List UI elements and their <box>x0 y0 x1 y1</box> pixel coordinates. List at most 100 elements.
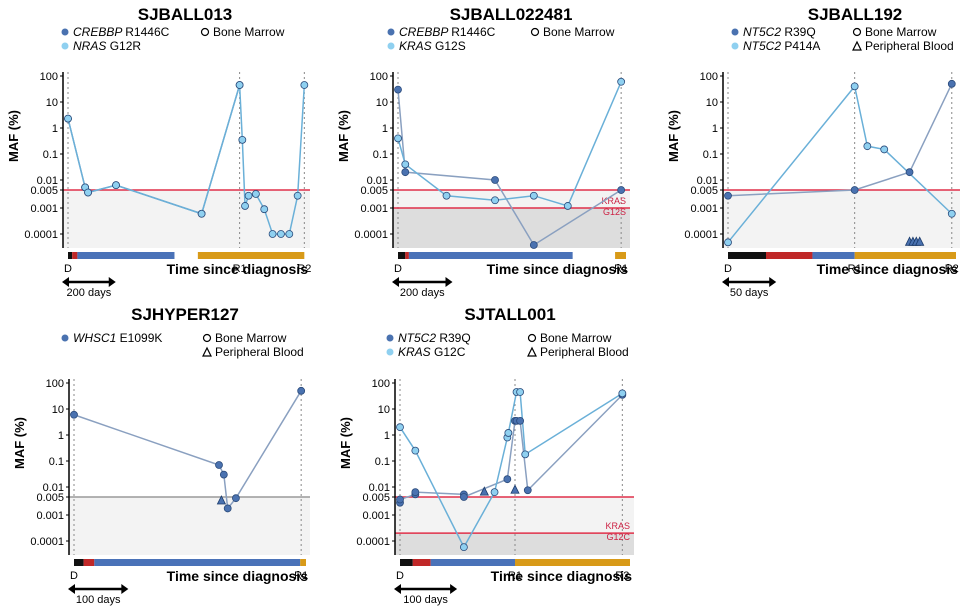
y-tick-label: 0.001 <box>36 510 64 522</box>
data-point <box>219 470 228 479</box>
x-tick-label: D <box>70 570 78 582</box>
legend-triangle-label: Peripheral Blood <box>865 39 954 53</box>
x-axis-title: Time since diagnosis <box>167 568 309 584</box>
data-point <box>905 168 914 177</box>
x-tick-label: R1 <box>233 263 247 275</box>
scale-label: 200 days <box>67 287 112 299</box>
pb-point <box>216 495 227 505</box>
data-point <box>724 191 732 200</box>
data-point <box>850 186 859 194</box>
y-tick-label: 10 <box>46 97 58 109</box>
x-tick-label: D <box>724 263 732 275</box>
data-point <box>503 475 512 484</box>
y-tick-label: 100 <box>700 71 718 83</box>
legend-label: NT5C2 P414A <box>743 39 820 53</box>
data-point <box>529 191 538 200</box>
pb-point <box>510 484 520 494</box>
series-line <box>727 83 953 197</box>
y-axis-label: MAF (%) <box>12 417 27 469</box>
scale-label: 200 days <box>400 287 445 299</box>
data-point <box>850 82 859 91</box>
y-tick-label: 1 <box>384 430 390 442</box>
y-tick-label: 100 <box>46 378 64 390</box>
y-tick-label: 100 <box>372 378 390 390</box>
data-point <box>411 446 420 455</box>
x-axis-title: Time since diagnosis <box>817 261 959 277</box>
y-tick-label: 0.005 <box>362 492 390 504</box>
scale-arrow-right <box>450 584 458 594</box>
data-point <box>617 186 626 194</box>
y-axis-label: MAF (%) <box>336 110 351 162</box>
y-tick-label: 0.01 <box>367 175 388 187</box>
data-point <box>64 114 72 123</box>
scale-arrow-left <box>68 584 75 594</box>
annotation-mut: G12S <box>603 207 626 217</box>
legend-swatch <box>61 28 69 36</box>
y-tick-label: 0.0001 <box>24 229 58 241</box>
x-tick-label: R1 <box>294 570 308 582</box>
treatment-bar <box>615 252 626 259</box>
scale-arrow-right <box>445 277 453 287</box>
data-point <box>491 196 499 205</box>
x-tick-label: D <box>396 570 404 582</box>
shaded-region <box>723 190 960 248</box>
data-point <box>394 85 402 94</box>
legend-circle-label: Bone Marrow <box>540 331 612 345</box>
y-tick-label: 0.1 <box>703 149 718 161</box>
y-tick-label: 0.1 <box>375 456 390 468</box>
legend-circle-icon <box>200 27 210 37</box>
legend-swatch <box>387 42 395 50</box>
scale-arrow-left <box>62 277 69 287</box>
legend-swatch <box>61 42 69 50</box>
panel-title: SJBALL192 <box>808 5 902 24</box>
legend-swatch <box>387 28 395 36</box>
legend-circle-label: Bone Marrow <box>543 25 615 39</box>
panel-title: SJBALL022481 <box>450 5 573 24</box>
data-point <box>411 488 420 497</box>
data-point <box>238 135 247 144</box>
data-point <box>442 191 451 200</box>
data-point <box>401 168 410 177</box>
data-point <box>300 81 309 89</box>
data-point <box>84 188 92 197</box>
data-point <box>232 494 240 503</box>
panel-title: SJHYPER127 <box>131 305 239 324</box>
y-tick-label: 1 <box>52 123 58 135</box>
data-point <box>490 488 499 497</box>
data-point <box>277 230 285 238</box>
y-tick-label: 0.01 <box>369 482 390 494</box>
treatment-bar <box>812 252 855 259</box>
legend-label: NT5C2 R39Q <box>743 25 816 39</box>
data-point <box>241 202 249 210</box>
legend-triangle-icon <box>202 346 212 357</box>
data-point <box>394 134 402 143</box>
data-point <box>523 486 532 495</box>
y-axis-label: MAF (%) <box>338 417 353 469</box>
data-point <box>521 450 530 459</box>
x-tick-label: R1 <box>508 570 522 582</box>
data-point <box>563 202 572 210</box>
y-tick-label: 0.1 <box>373 149 388 161</box>
legend-label: CREBBP R1446C <box>73 25 170 39</box>
legend-triangle-label: Peripheral Blood <box>540 345 629 359</box>
y-tick-label: 1 <box>58 430 64 442</box>
data-point <box>396 495 404 504</box>
y-tick-label: 0.01 <box>37 175 58 187</box>
annotation-gene: KRAS <box>605 521 630 531</box>
legend-circle-label: Bone Marrow <box>215 331 287 345</box>
data-point <box>618 389 627 398</box>
annotation-gene: KRAS <box>601 196 626 206</box>
data-point <box>504 429 513 437</box>
treatment-bar <box>430 559 515 566</box>
data-point <box>235 81 244 89</box>
y-tick-label: 0.1 <box>49 456 64 468</box>
y-tick-label: 0.001 <box>360 203 388 215</box>
treatment-bar <box>94 559 301 566</box>
y-tick-label: 0.0001 <box>30 536 64 548</box>
data-point <box>223 504 232 513</box>
y-tick-label: 10 <box>52 404 64 416</box>
data-point <box>112 181 120 190</box>
y-axis-label: MAF (%) <box>666 110 681 162</box>
y-tick-label: 1 <box>382 123 388 135</box>
